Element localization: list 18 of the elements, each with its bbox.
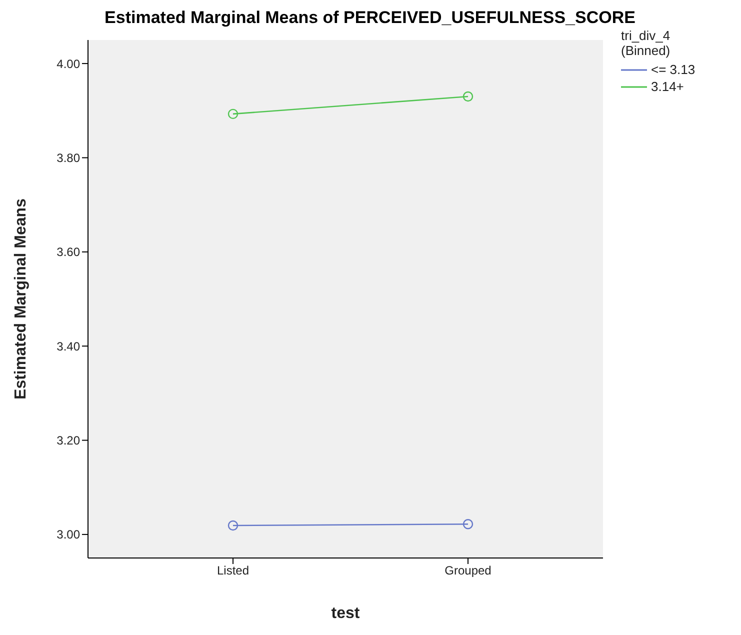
x-axis-title: test: [331, 605, 360, 622]
y-tick-label: 3.40: [56, 339, 80, 354]
legend-label: <= 3.13: [651, 62, 696, 77]
point: [228, 520, 238, 531]
point: [462, 91, 474, 102]
legend-title: tri_div_4 (Binned): [621, 28, 672, 58]
y-tick-label: 3.00: [56, 528, 80, 542]
legend-label: 3.14+: [651, 79, 684, 94]
point: [228, 108, 238, 120]
point: [462, 518, 474, 530]
y-tick-label: 3.80: [56, 150, 80, 165]
x-tick-label: Grouped: [444, 564, 492, 578]
y-tick-label: 3.60: [56, 245, 80, 260]
y-tick-label: 4.00: [56, 56, 80, 71]
chart-title: Estimated Marginal Means of PERCEIVED_USEFULNESS_SCORE: [104, 8, 636, 28]
y-tick-label: 3.20: [56, 434, 80, 448]
y-axis-title: Estimated Marginal Means: [12, 198, 30, 400]
x-tick-label: Listed: [216, 564, 250, 578]
